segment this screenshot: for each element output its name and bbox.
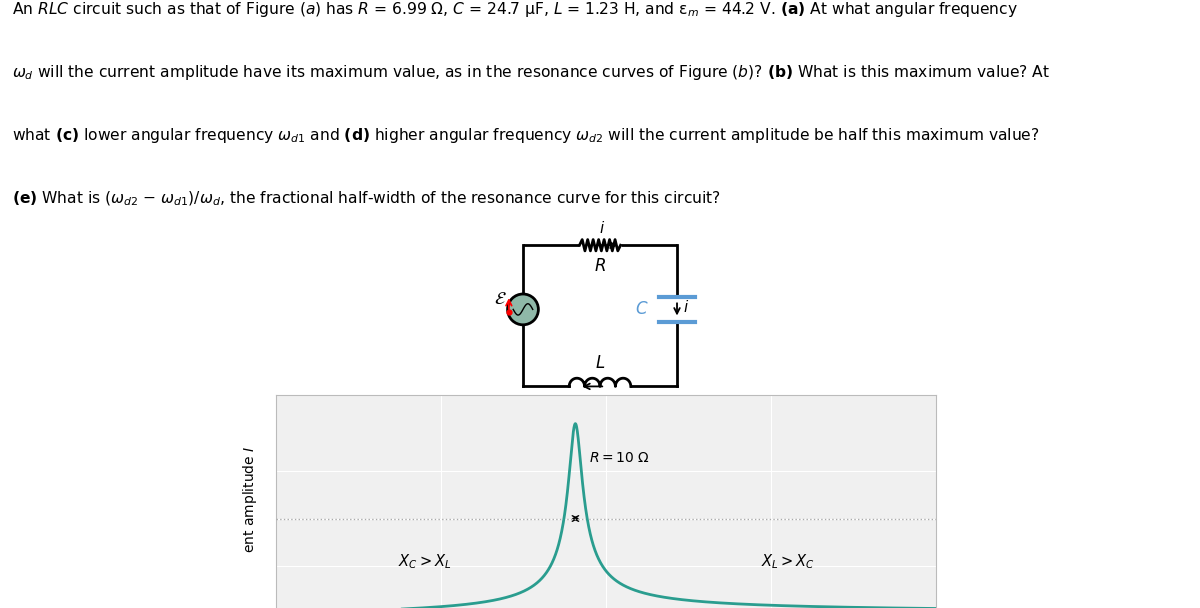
Text: $i$: $i$ bbox=[600, 220, 606, 237]
Text: $L$: $L$ bbox=[595, 354, 605, 372]
Text: $X_C > X_L$: $X_C > X_L$ bbox=[398, 552, 451, 570]
Text: $X_L > X_C$: $X_L > X_C$ bbox=[761, 552, 815, 570]
Text: An $RLC$ circuit such as that of Figure ($a$) has $R$ = 6.99 Ω, $C$ = 24.7 μF, $: An $RLC$ circuit such as that of Figure … bbox=[12, 0, 1018, 19]
Text: $\mathcal{E}$: $\mathcal{E}$ bbox=[493, 290, 506, 308]
Circle shape bbox=[508, 294, 539, 325]
Text: $C$: $C$ bbox=[635, 300, 649, 319]
Text: $R = 10\ \Omega$: $R = 10\ \Omega$ bbox=[588, 451, 649, 465]
Text: $R$: $R$ bbox=[594, 257, 606, 275]
Text: $i$: $i$ bbox=[594, 395, 600, 412]
Text: $\bf{(e)}$ What is ($\omega_{d2}$ − $\omega_{d1}$)/$\omega_d$, the fractional ha: $\bf{(e)}$ What is ($\omega_{d2}$ − $\om… bbox=[12, 190, 721, 208]
Text: ent amplitude $I$: ent amplitude $I$ bbox=[240, 446, 259, 553]
Text: $\omega_d$ will the current amplitude have its maximum value, as in the resonanc: $\omega_d$ will the current amplitude ha… bbox=[12, 63, 1050, 82]
Text: $(a)$: $(a)$ bbox=[588, 417, 612, 437]
Text: what $\bf{(c)}$ lower angular frequency $\omega_{d1}$ and $\bf{(d)}$ higher angu: what $\bf{(c)}$ lower angular frequency … bbox=[12, 126, 1039, 145]
Text: $i$: $i$ bbox=[684, 299, 690, 315]
